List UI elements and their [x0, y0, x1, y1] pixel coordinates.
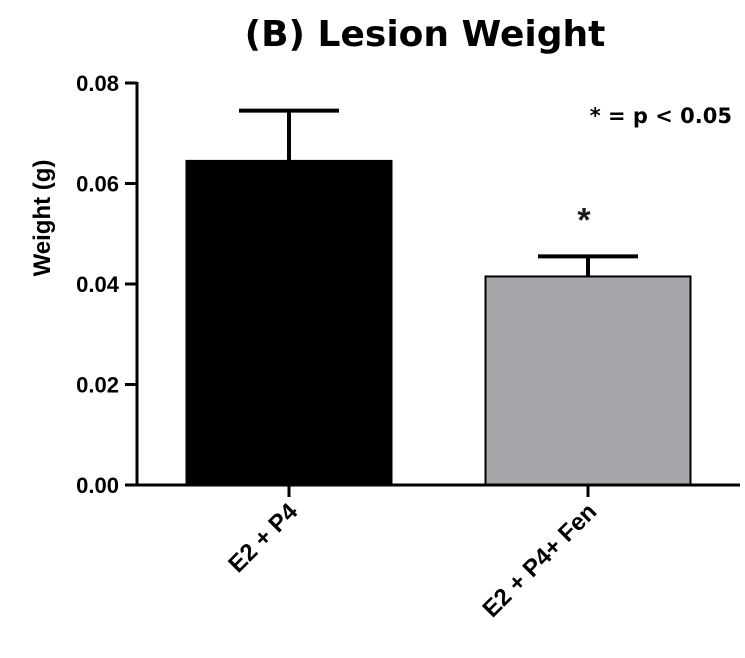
- bars-group: *: [185, 108, 692, 486]
- y-tick-label-0: 0.00: [76, 473, 119, 498]
- significance-note: * = p < 0.05: [590, 104, 732, 128]
- bar-2: [484, 275, 692, 486]
- category-label-2: E2 + P4+ Fen: [477, 498, 602, 623]
- significance-marker: *: [577, 201, 591, 239]
- bar-1: [185, 159, 393, 486]
- y-axis-label: Weight (g): [29, 160, 56, 277]
- y-tick-label-1: 0.02: [76, 373, 119, 398]
- y-tick-label-4: 0.08: [76, 71, 119, 96]
- y-tick-label-3: 0.06: [76, 172, 119, 197]
- y-tick-label-2: 0.04: [76, 272, 120, 297]
- category-label-1: E2 + P4: [223, 498, 303, 578]
- chart-title: (B) Lesion Weight: [245, 14, 606, 55]
